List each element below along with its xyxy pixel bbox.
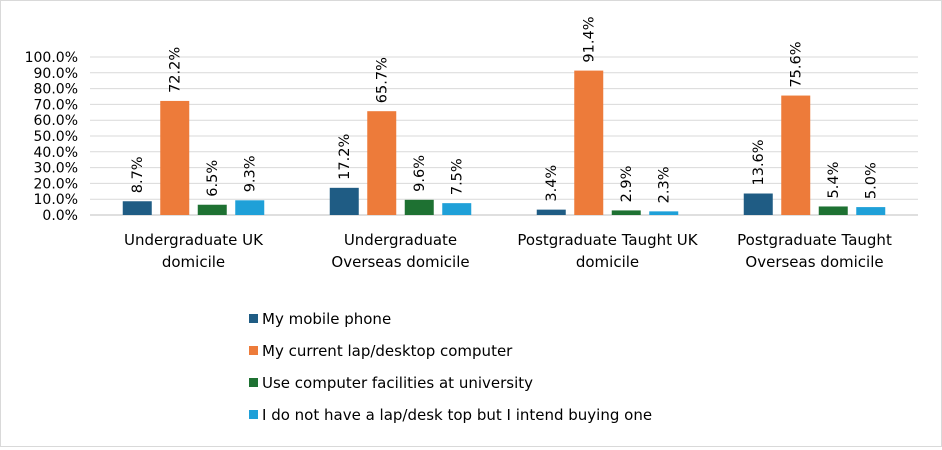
data-label: 3.4% — [544, 165, 560, 202]
data-label: 5.4% — [826, 162, 842, 199]
data-label: 9.6% — [412, 155, 428, 192]
bar — [367, 111, 397, 215]
legend-swatch — [249, 378, 258, 387]
legend-swatch — [249, 346, 258, 355]
data-label: 5.0% — [864, 162, 880, 199]
y-tick-label: 50.0% — [34, 129, 78, 145]
x-category-label: domicile — [576, 253, 639, 271]
y-tick-label: 30.0% — [34, 161, 78, 177]
bar — [574, 70, 604, 215]
y-tick-label: 90.0% — [34, 66, 78, 82]
legend-label: My current lap/desktop computer — [262, 342, 513, 360]
bar — [536, 209, 566, 215]
x-category-label: Postgraduate Taught — [737, 231, 892, 249]
x-category-label: Postgraduate Taught UK — [517, 231, 698, 249]
y-tick-label: 70.0% — [34, 97, 78, 113]
x-category-label: Undergraduate UK — [124, 231, 264, 249]
bars — [122, 70, 886, 215]
bar — [160, 100, 190, 215]
x-category-label: Overseas domicile — [745, 253, 883, 271]
x-category-label: Overseas domicile — [331, 253, 469, 271]
y-axis-tick-labels: 0.0%10.0%20.0%30.0%40.0%50.0%60.0%70.0%8… — [25, 50, 78, 224]
data-label: 91.4% — [582, 17, 598, 63]
bar — [818, 206, 848, 215]
data-label: 17.2% — [337, 134, 353, 180]
bar — [743, 193, 773, 215]
x-category-label: Undergraduate — [344, 231, 457, 249]
bar — [781, 95, 811, 215]
bar — [329, 187, 359, 215]
data-label: 75.6% — [789, 41, 805, 87]
y-tick-label: 80.0% — [34, 82, 78, 98]
data-labels: 8.7% 72.2% 6.5% 9.3% 17.2% 65.7% 9.6% 7.5% 3.4% 9… — [130, 17, 880, 204]
data-label: 72.2% — [168, 47, 184, 93]
data-label: 65.7% — [375, 57, 391, 103]
bar — [197, 204, 227, 215]
x-category-label: domicile — [162, 253, 225, 271]
legend-label: Use computer facilities at university — [262, 374, 533, 392]
y-tick-label: 10.0% — [34, 192, 78, 208]
data-label: 6.5% — [205, 160, 221, 197]
y-tick-label: 100.0% — [25, 50, 78, 66]
x-axis: Undergraduate UK domicile Undergraduate Ove… — [124, 231, 892, 271]
gridlines — [90, 56, 918, 216]
data-label: 9.3% — [243, 155, 259, 192]
bar — [404, 199, 434, 215]
y-tick-label: 20.0% — [34, 176, 78, 192]
legend-swatch — [249, 314, 258, 323]
bar — [611, 210, 641, 215]
legend: My mobile phone My current lap/desktop co… — [249, 310, 652, 424]
legend-label: My mobile phone — [262, 310, 391, 328]
bar — [235, 200, 265, 215]
data-label: 7.5% — [450, 158, 466, 195]
y-tick-label: 0.0% — [42, 208, 78, 224]
data-label: 2.9% — [619, 166, 635, 203]
data-label: 8.7% — [130, 156, 146, 193]
legend-swatch — [249, 410, 258, 419]
bar — [649, 211, 679, 215]
bar — [122, 201, 152, 215]
data-label: 2.3% — [657, 167, 673, 204]
y-tick-label: 40.0% — [34, 145, 78, 161]
bar — [856, 207, 886, 215]
bar — [442, 203, 472, 215]
data-label: 13.6% — [751, 139, 767, 185]
y-tick-label: 60.0% — [34, 113, 78, 129]
legend-label: I do not have a lap/desk top but I inten… — [262, 406, 652, 424]
